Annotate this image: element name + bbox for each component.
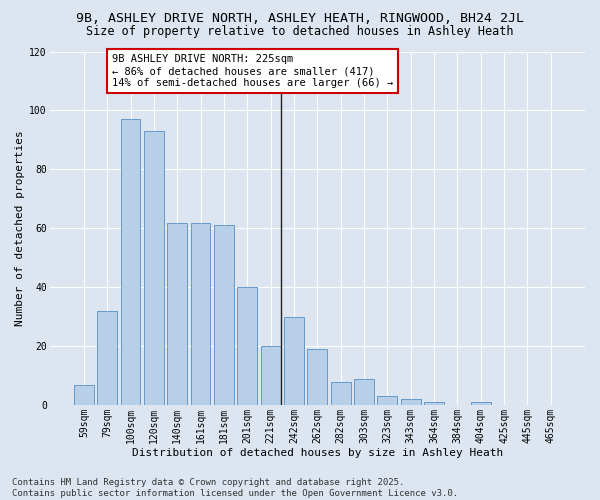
Bar <box>471 402 491 406</box>
Bar <box>214 226 234 406</box>
Bar <box>284 317 304 406</box>
Bar <box>331 382 350 406</box>
Text: 9B ASHLEY DRIVE NORTH: 225sqm
← 86% of detached houses are smaller (417)
14% of : 9B ASHLEY DRIVE NORTH: 225sqm ← 86% of d… <box>112 54 393 88</box>
Bar <box>167 222 187 406</box>
Text: 9B, ASHLEY DRIVE NORTH, ASHLEY HEATH, RINGWOOD, BH24 2JL: 9B, ASHLEY DRIVE NORTH, ASHLEY HEATH, RI… <box>76 12 524 26</box>
X-axis label: Distribution of detached houses by size in Ashley Heath: Distribution of detached houses by size … <box>131 448 503 458</box>
Bar <box>97 311 117 406</box>
Text: Contains HM Land Registry data © Crown copyright and database right 2025.
Contai: Contains HM Land Registry data © Crown c… <box>12 478 458 498</box>
Bar <box>354 379 374 406</box>
Text: Size of property relative to detached houses in Ashley Heath: Size of property relative to detached ho… <box>86 25 514 38</box>
Bar <box>238 288 257 406</box>
Bar <box>401 400 421 406</box>
Bar <box>424 402 444 406</box>
Bar <box>74 384 94 406</box>
Bar <box>144 131 164 406</box>
Bar <box>191 222 211 406</box>
Bar <box>260 346 281 406</box>
Bar <box>377 396 397 406</box>
Bar <box>121 120 140 406</box>
Bar <box>307 350 327 406</box>
Y-axis label: Number of detached properties: Number of detached properties <box>15 130 25 326</box>
